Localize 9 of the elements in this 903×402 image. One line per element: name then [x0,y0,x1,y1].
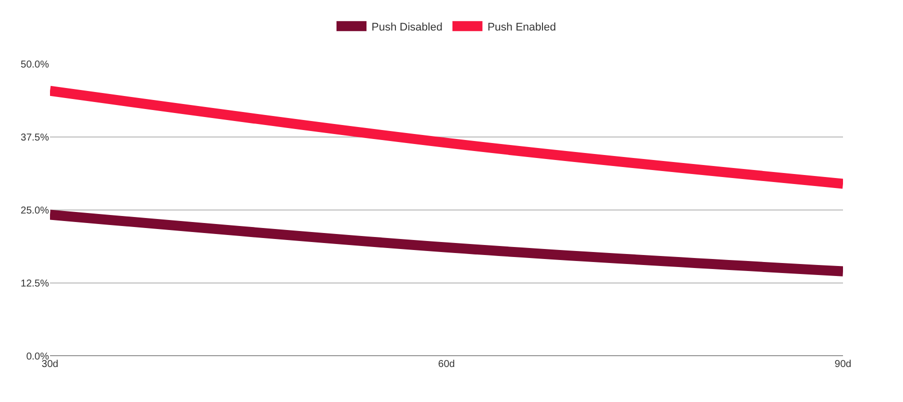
x-tick-label: 90d [834,359,852,370]
legend-label: Push Disabled [372,21,442,34]
x-tick-label: 60d [438,359,455,370]
y-tick-label: 50.0% [20,60,50,70]
y-tick-label: 12.5% [20,278,50,290]
legend-label: Push Enabled [487,21,556,34]
y-tick-label: 25.0% [20,206,50,216]
y-tick-label: 37.5% [20,132,50,144]
x-tick-label: 30d [42,359,58,370]
